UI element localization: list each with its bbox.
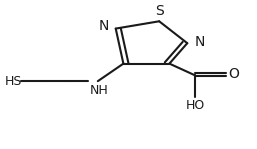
Text: N: N: [99, 19, 109, 33]
Text: N: N: [195, 35, 205, 49]
Text: HO: HO: [185, 99, 205, 112]
Text: NH: NH: [90, 84, 108, 97]
Text: HS: HS: [5, 75, 22, 88]
Text: S: S: [155, 4, 163, 18]
Text: O: O: [229, 67, 240, 81]
